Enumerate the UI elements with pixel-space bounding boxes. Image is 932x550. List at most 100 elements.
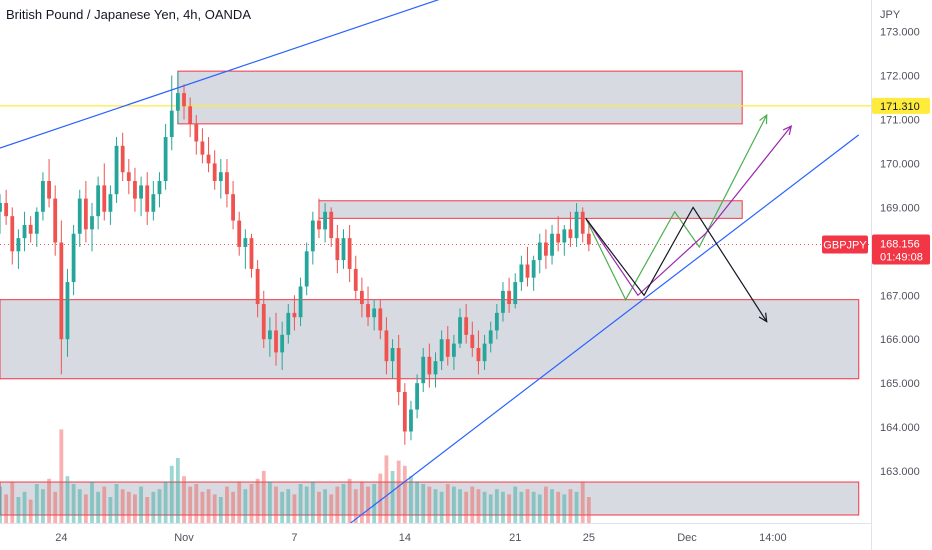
- candle[interactable]: [458, 317, 462, 344]
- candle[interactable]: [249, 238, 254, 269]
- candle[interactable]: [378, 308, 383, 331]
- candle[interactable]: [34, 211, 39, 234]
- candle[interactable]: [41, 181, 45, 212]
- candle[interactable]: [402, 391, 407, 432]
- candle[interactable]: [157, 181, 162, 195]
- candle[interactable]: [139, 185, 143, 199]
- candle[interactable]: [329, 211, 334, 239]
- candle[interactable]: [580, 211, 585, 234]
- supply-demand-zone[interactable]: [0, 481, 860, 516]
- candle[interactable]: [439, 339, 444, 362]
- candle[interactable]: [359, 290, 364, 305]
- candle[interactable]: [310, 220, 315, 252]
- candle[interactable]: [22, 224, 27, 239]
- trendline[interactable]: [349, 134, 860, 525]
- candle[interactable]: [335, 238, 340, 261]
- candle[interactable]: [225, 172, 229, 195]
- candle[interactable]: [163, 137, 168, 181]
- candle[interactable]: [169, 110, 174, 138]
- candle[interactable]: [586, 233, 591, 245]
- projection-path[interactable]: [585, 206, 768, 322]
- candle[interactable]: [470, 334, 475, 348]
- candle[interactable]: [194, 123, 199, 142]
- candle[interactable]: [507, 290, 512, 305]
- candle[interactable]: [90, 216, 94, 230]
- drawings-layer[interactable]: [0, 0, 860, 525]
- candle[interactable]: [83, 198, 88, 230]
- trendline[interactable]: [0, 0, 552, 149]
- candle[interactable]: [255, 268, 260, 305]
- candle[interactable]: [317, 220, 321, 230]
- candle-layer[interactable]: [0, 71, 591, 445]
- candle[interactable]: [200, 141, 205, 155]
- candle[interactable]: [71, 233, 76, 283]
- candle[interactable]: [145, 185, 150, 212]
- candle[interactable]: [464, 317, 469, 335]
- candle[interactable]: [28, 224, 33, 234]
- candle[interactable]: [77, 198, 82, 234]
- candle[interactable]: [53, 198, 58, 243]
- candle[interactable]: [445, 339, 450, 357]
- candle[interactable]: [237, 220, 242, 247]
- candle[interactable]: [175, 93, 180, 111]
- candle[interactable]: [366, 304, 370, 318]
- candle[interactable]: [341, 238, 346, 261]
- candle[interactable]: [0, 202, 2, 212]
- candle[interactable]: [261, 304, 266, 340]
- candle[interactable]: [519, 264, 524, 283]
- candle[interactable]: [102, 185, 107, 212]
- candle[interactable]: [421, 356, 426, 384]
- candle[interactable]: [286, 312, 291, 335]
- candle[interactable]: [182, 93, 186, 107]
- candle[interactable]: [4, 202, 9, 217]
- candle[interactable]: [188, 106, 193, 124]
- candle[interactable]: [488, 330, 493, 344]
- candle[interactable]: [298, 286, 303, 318]
- candle[interactable]: [415, 383, 420, 410]
- candle[interactable]: [59, 242, 64, 340]
- candle[interactable]: [396, 348, 401, 392]
- candle[interactable]: [206, 154, 211, 164]
- candle[interactable]: [427, 356, 432, 375]
- candle[interactable]: [476, 348, 481, 362]
- candle[interactable]: [274, 330, 278, 353]
- candle[interactable]: [347, 238, 352, 269]
- candle[interactable]: [372, 308, 377, 318]
- candle[interactable]: [304, 251, 309, 287]
- candle[interactable]: [390, 348, 395, 362]
- candle[interactable]: [280, 334, 285, 353]
- candle[interactable]: [218, 172, 223, 181]
- candle[interactable]: [114, 145, 119, 195]
- candle[interactable]: [513, 282, 518, 305]
- supply-demand-zone[interactable]: [318, 200, 743, 219]
- candle[interactable]: [133, 181, 137, 199]
- candle[interactable]: [108, 194, 113, 212]
- candle[interactable]: [47, 181, 51, 199]
- candle[interactable]: [267, 330, 272, 340]
- candle[interactable]: [550, 233, 554, 256]
- candle[interactable]: [384, 330, 389, 362]
- candle[interactable]: [323, 211, 327, 230]
- candle[interactable]: [544, 242, 548, 256]
- candle[interactable]: [292, 312, 297, 318]
- candle[interactable]: [574, 211, 579, 239]
- candle[interactable]: [556, 233, 561, 243]
- candle[interactable]: [433, 361, 438, 375]
- candle[interactable]: [531, 260, 536, 278]
- candle[interactable]: [65, 282, 70, 340]
- candle[interactable]: [482, 343, 487, 362]
- candle[interactable]: [212, 163, 217, 181]
- candle[interactable]: [409, 409, 413, 432]
- candle[interactable]: [494, 312, 499, 331]
- candle[interactable]: [10, 216, 15, 252]
- projection-path[interactable]: [585, 125, 792, 297]
- projection-path[interactable]: [585, 114, 768, 301]
- candle[interactable]: [151, 194, 156, 212]
- candle[interactable]: [525, 264, 530, 278]
- candle[interactable]: [568, 229, 573, 239]
- candle[interactable]: [243, 238, 248, 247]
- candle[interactable]: [16, 238, 21, 252]
- candle[interactable]: [126, 172, 131, 181]
- candle[interactable]: [562, 229, 567, 243]
